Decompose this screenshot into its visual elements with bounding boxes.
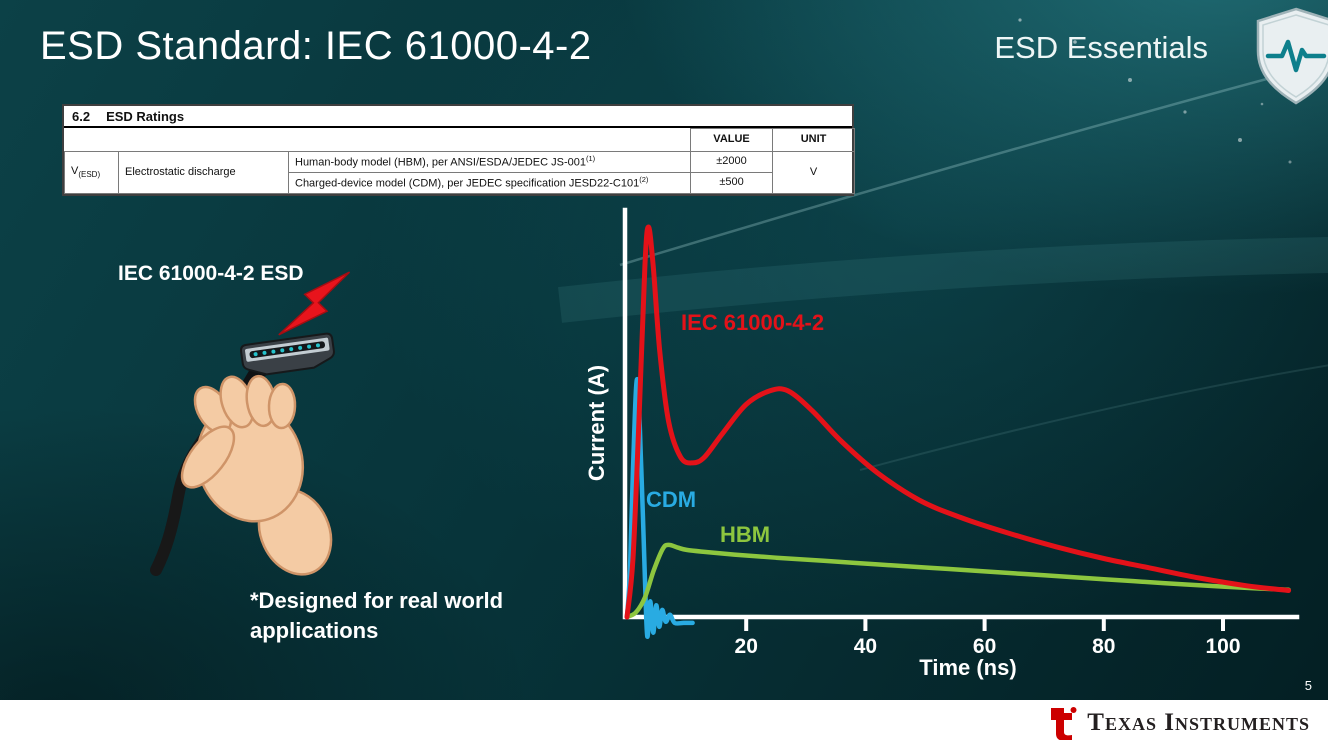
hand-holding-connector-illustration (150, 271, 351, 576)
esd-ratings-table: 6.2 ESD Ratings VALUE UNIT V(ESD) Electr… (62, 104, 856, 196)
ratings-table-title: 6.2 ESD Ratings (64, 106, 852, 128)
esd-shield-icon (1256, 7, 1328, 105)
y-axis-label: Current (A) (584, 364, 609, 482)
hbm-curve (624, 542, 1291, 620)
ratings-col-value: VALUE (690, 128, 774, 152)
x-axis-label: Time (ns) (919, 655, 1017, 680)
ratings-hbm-desc: Human-body model (HBM), per ANSI/ESDA/JE… (287, 151, 692, 173)
x-tick-label: 80 (1092, 635, 1115, 658)
ratings-cdm-desc: Charged-device model (CDM), per JEDEC sp… (287, 171, 692, 194)
ratings-cdm-value: ±500 (690, 171, 774, 194)
iec-curve (624, 224, 1292, 620)
x-tick-label: 100 (1205, 635, 1240, 658)
x-tick-label: 20 (735, 635, 758, 658)
chart-axes (622, 207, 1300, 620)
ratings-param-name: Electrostatic discharge (118, 151, 289, 194)
hbm-curve-label: HBM (720, 522, 771, 547)
iec-curve-label: IEC 61000-4-2 (681, 310, 825, 335)
ratings-grid: VALUE UNIT V(ESD) Electrostatic discharg… (64, 128, 856, 194)
ratings-header-spacer (64, 128, 692, 152)
ratings-unit: V (772, 151, 856, 194)
table-row: V(ESD) Electrostatic discharge Human-bod… (64, 151, 856, 194)
page-number: 5 (1304, 678, 1312, 693)
ratings-col-unit: UNIT (772, 128, 856, 152)
ti-logo-text: Texas Instruments (1087, 709, 1310, 736)
footer-bar: Texas Instruments (0, 700, 1328, 746)
ratings-param-symbol: V(ESD) (64, 151, 119, 194)
footnote-line-2: applications (250, 617, 379, 643)
series-title: ESD Essentials (994, 30, 1208, 65)
ratings-section-number: 6.2 (72, 109, 91, 124)
cable (150, 386, 261, 576)
x-tick-label: 40 (854, 635, 877, 658)
footnote: *Designed for real world applications (250, 586, 503, 645)
hbm-desc-text: Human-body model (HBM), per ANSI/ESDA/JE… (295, 156, 586, 169)
ratings-section-title: ESD Ratings (106, 109, 185, 124)
footnote-line-1: *Designed for real world (250, 588, 504, 613)
ratings-hbm-value: ±2000 (690, 151, 774, 173)
cdm-desc-sup: (2) (639, 174, 649, 184)
table-row: Charged-device model (CDM), per JEDEC sp… (65, 171, 855, 194)
ti-logo-icon (1051, 707, 1077, 740)
x-axis-ticks: 20 40 60 80 100 (735, 617, 1241, 658)
cdm-desc-text: Charged-device model (CDM), per JEDEC sp… (295, 177, 640, 190)
hbm-desc-sup: (1) (586, 154, 596, 163)
hand (180, 374, 333, 576)
cdm-curve-label: CDM (646, 487, 697, 512)
hdmi-connector (239, 332, 335, 388)
iec-esd-illustration-label: IEC 61000-4-2 ESD (118, 262, 304, 285)
param-symbol-sub: (ESD) (78, 170, 101, 180)
param-symbol-main: V (71, 164, 79, 177)
slide-title: ESD Standard: IEC 61000-4-2 (40, 24, 592, 68)
